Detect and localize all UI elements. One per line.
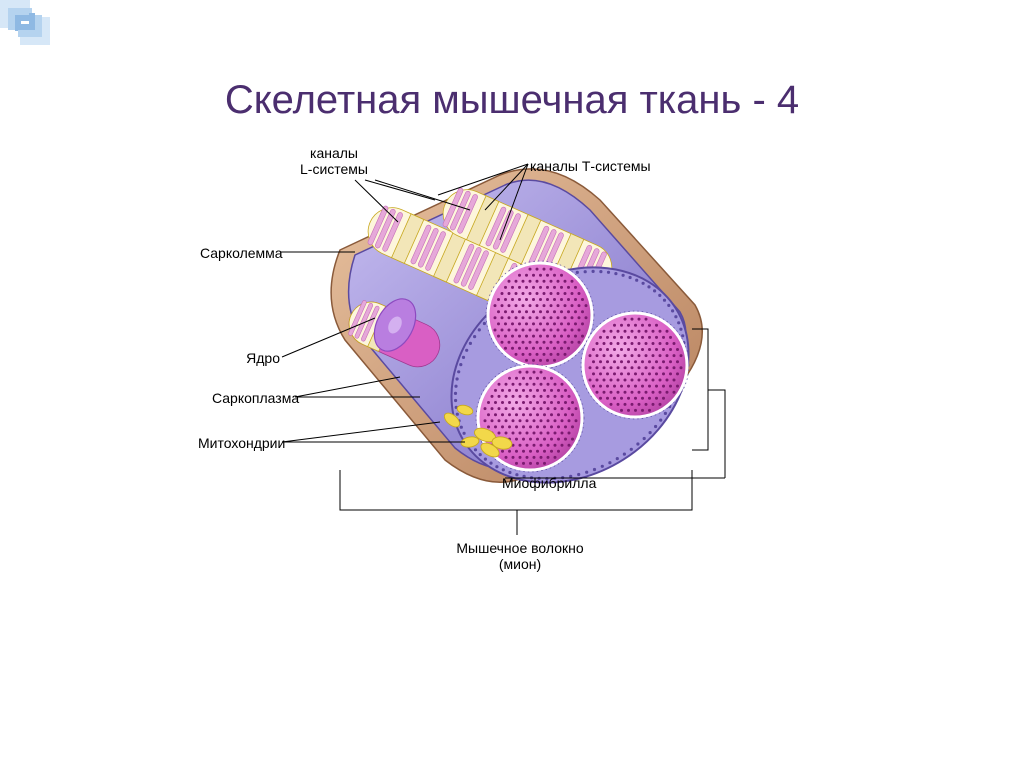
label-t-system: каналы Т-системы [530, 158, 651, 174]
muscle-fiber-diagram: каналыL-системы каналы Т-системы Сарколе… [240, 140, 800, 600]
page-title: Скелетная мышечная ткань - 4 [0, 78, 1024, 123]
label-mitochondria: Митохондрии [198, 435, 282, 451]
label-l-system: каналыL-системы [300, 145, 368, 177]
label-sarcolemma: Сарколемма [200, 245, 280, 261]
label-muscle-fiber: Мышечное волокно(мион) [410, 540, 630, 572]
label-sarcoplasm: Саркоплазма [212, 390, 294, 406]
corner-decoration-br [0, 0, 50, 45]
label-nucleus: Ядро [242, 350, 280, 366]
label-myofibril: Миофибрилла [502, 475, 596, 491]
